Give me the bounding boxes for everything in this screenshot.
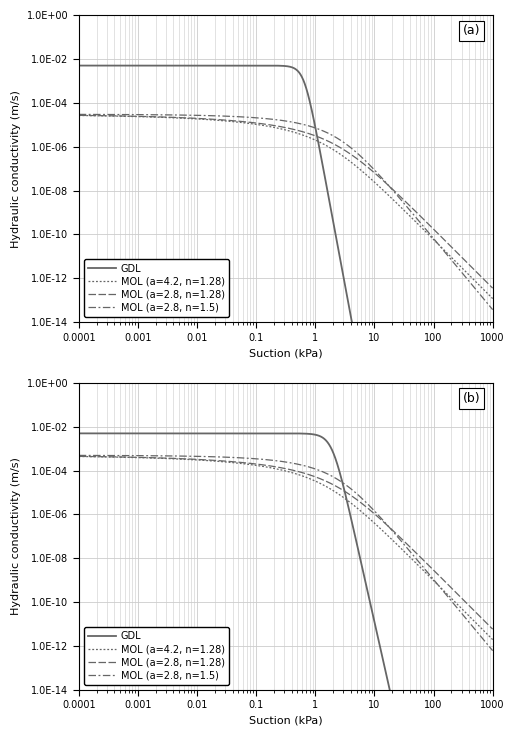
Line: MOL (a=2.8, n=1.5): MOL (a=2.8, n=1.5) — [79, 114, 493, 310]
MOL (a=2.8, n=1.5) — [76, 451, 82, 460]
Line: MOL (a=4.2, n=1.28): MOL (a=4.2, n=1.28) — [79, 116, 493, 298]
Text: (a): (a) — [463, 24, 480, 38]
MOL (a=2.8, n=1.28) — [437, 572, 443, 581]
MOL (a=2.8, n=1.5) — [148, 451, 154, 460]
MOL (a=2.8, n=1.28) — [148, 453, 154, 462]
MOL (a=2.8, n=1.28) — [76, 111, 82, 119]
MOL (a=4.2, n=1.28) — [148, 113, 154, 122]
MOL (a=2.8, n=1.5) — [252, 113, 259, 122]
GDL — [123, 429, 129, 438]
MOL (a=4.2, n=1.28) — [148, 453, 154, 462]
MOL (a=2.8, n=1.28) — [490, 284, 496, 293]
MOL (a=2.8, n=1.5) — [148, 111, 154, 119]
MOL (a=2.8, n=1.28) — [148, 112, 154, 121]
GDL — [76, 429, 82, 438]
Line: GDL: GDL — [79, 433, 493, 737]
Text: (b): (b) — [463, 392, 480, 405]
GDL — [76, 61, 82, 70]
X-axis label: Suction (kPa): Suction (kPa) — [249, 348, 322, 358]
MOL (a=2.8, n=1.28) — [437, 231, 443, 240]
MOL (a=2.8, n=1.5) — [481, 637, 488, 646]
Legend: GDL, MOL (a=4.2, n=1.28), MOL (a=2.8, n=1.28), MOL (a=2.8, n=1.5): GDL, MOL (a=4.2, n=1.28), MOL (a=2.8, n=… — [84, 259, 230, 317]
MOL (a=2.8, n=1.5) — [123, 451, 129, 460]
GDL — [148, 429, 154, 438]
MOL (a=2.8, n=1.28) — [123, 111, 129, 120]
MOL (a=4.2, n=1.28) — [490, 635, 496, 644]
GDL — [234, 61, 240, 70]
Y-axis label: Hydraulic conductivity (m/s): Hydraulic conductivity (m/s) — [11, 90, 21, 248]
Line: MOL (a=4.2, n=1.28): MOL (a=4.2, n=1.28) — [79, 456, 493, 640]
MOL (a=2.8, n=1.5) — [252, 454, 259, 463]
X-axis label: Suction (kPa): Suction (kPa) — [249, 716, 322, 726]
MOL (a=2.8, n=1.28) — [252, 119, 259, 128]
Y-axis label: Hydraulic conductivity (m/s): Hydraulic conductivity (m/s) — [11, 458, 21, 615]
MOL (a=2.8, n=1.5) — [123, 110, 129, 119]
Line: MOL (a=2.8, n=1.5): MOL (a=2.8, n=1.5) — [79, 455, 493, 651]
MOL (a=4.2, n=1.28) — [234, 458, 240, 467]
MOL (a=4.2, n=1.28) — [437, 242, 443, 251]
MOL (a=2.8, n=1.5) — [490, 305, 496, 314]
MOL (a=2.8, n=1.5) — [437, 583, 443, 592]
MOL (a=4.2, n=1.28) — [490, 294, 496, 303]
MOL (a=2.8, n=1.5) — [234, 453, 240, 462]
MOL (a=4.2, n=1.28) — [123, 112, 129, 121]
GDL — [252, 429, 259, 438]
Line: MOL (a=2.8, n=1.28): MOL (a=2.8, n=1.28) — [79, 115, 493, 288]
MOL (a=4.2, n=1.28) — [76, 111, 82, 120]
MOL (a=4.2, n=1.28) — [481, 627, 488, 636]
MOL (a=4.2, n=1.28) — [76, 452, 82, 461]
MOL (a=4.2, n=1.28) — [123, 453, 129, 461]
MOL (a=2.8, n=1.5) — [490, 646, 496, 655]
MOL (a=2.8, n=1.28) — [76, 452, 82, 461]
MOL (a=2.8, n=1.28) — [481, 617, 488, 626]
Line: MOL (a=2.8, n=1.28): MOL (a=2.8, n=1.28) — [79, 456, 493, 629]
MOL (a=4.2, n=1.28) — [481, 286, 488, 295]
MOL (a=4.2, n=1.28) — [437, 582, 443, 591]
MOL (a=2.8, n=1.5) — [76, 110, 82, 119]
MOL (a=2.8, n=1.28) — [234, 116, 240, 125]
MOL (a=4.2, n=1.28) — [252, 461, 259, 469]
Legend: GDL, MOL (a=4.2, n=1.28), MOL (a=2.8, n=1.28), MOL (a=2.8, n=1.5): GDL, MOL (a=4.2, n=1.28), MOL (a=2.8, n=… — [84, 626, 230, 685]
MOL (a=2.8, n=1.28) — [123, 453, 129, 461]
GDL — [252, 61, 259, 70]
MOL (a=2.8, n=1.28) — [234, 458, 240, 467]
MOL (a=4.2, n=1.28) — [234, 118, 240, 127]
MOL (a=2.8, n=1.5) — [481, 296, 488, 304]
MOL (a=2.8, n=1.28) — [490, 625, 496, 634]
GDL — [123, 61, 129, 70]
MOL (a=2.8, n=1.28) — [252, 459, 259, 468]
MOL (a=2.8, n=1.5) — [234, 112, 240, 121]
MOL (a=2.8, n=1.28) — [481, 276, 488, 284]
GDL — [234, 429, 240, 438]
MOL (a=4.2, n=1.28) — [252, 120, 259, 129]
GDL — [148, 61, 154, 70]
Line: GDL: GDL — [79, 66, 493, 737]
MOL (a=2.8, n=1.5) — [437, 242, 443, 251]
